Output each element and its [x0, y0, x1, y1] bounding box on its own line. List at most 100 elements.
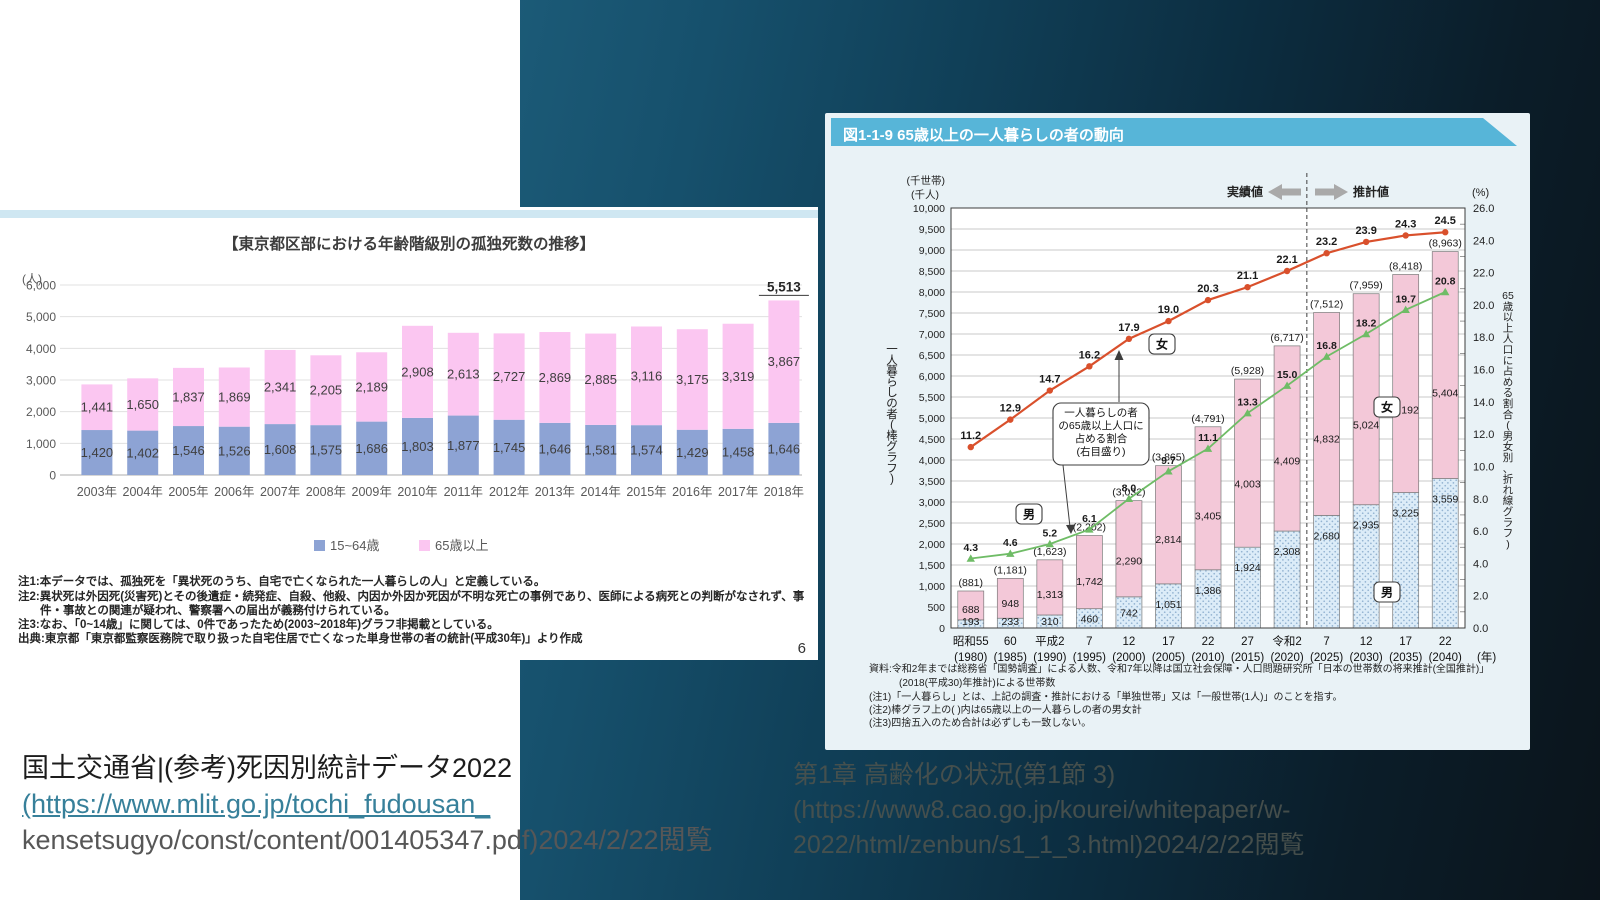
- bar-segment-female: [957, 590, 985, 621]
- bar-value-label: 2,869: [539, 370, 572, 385]
- right-axis-unit: (%): [1472, 187, 1489, 199]
- bar-segment-female: [1234, 378, 1261, 548]
- line-value-label: 16.8: [1316, 340, 1337, 352]
- bar-segment-15-64: [310, 425, 342, 475]
- bar-value-label: 1,608: [264, 442, 297, 457]
- y-tick-label: 26.0: [1473, 203, 1494, 215]
- y-tick-label: 5,500: [919, 392, 945, 404]
- y-tick-label: 2,000: [26, 405, 56, 419]
- citation-right-url: (https://www8.cao.go.jp/kourei/whitepape…: [793, 796, 1291, 824]
- bar-value-label: 2,613: [447, 367, 480, 382]
- y-tick-label: 8.0: [1473, 494, 1488, 506]
- y-tick-label: 12.0: [1473, 429, 1494, 441]
- y-tick-label: 2.0: [1473, 591, 1488, 603]
- svg-text:男: 男: [1503, 430, 1514, 442]
- bar-value-label: 2,189: [355, 379, 388, 394]
- line-value-label: 15.0: [1277, 369, 1298, 381]
- bar-value-label: 1,869: [218, 390, 251, 405]
- x-tick-era: 60: [1004, 636, 1017, 648]
- gender-label-box: 男: [1015, 503, 1043, 525]
- svg-text:): ): [890, 474, 894, 486]
- svg-text:棒: 棒: [886, 428, 898, 442]
- page-number: 6: [797, 640, 806, 657]
- bar-segment-male: [1234, 546, 1261, 629]
- bar-value-label: 1,646: [768, 441, 801, 456]
- x-tick-year: (2015): [1231, 652, 1264, 664]
- left-axis-unit: (千人): [911, 189, 939, 201]
- line-value-label: 4.3: [963, 542, 978, 554]
- y-tick-label: 7,000: [919, 329, 945, 341]
- tokyo-lonely-death-chart-panel: 【東京都区部における年齢階級別の孤独死数の推移】 (人) 0 1,000 2,000 3,…: [0, 207, 818, 660]
- svg-text:男: 男: [1381, 586, 1393, 600]
- svg-text:れ: れ: [1503, 484, 1514, 496]
- bar-value-label: 4,832: [1313, 433, 1339, 445]
- svg-text:女: 女: [1503, 440, 1514, 453]
- triangle-marker-icon: [1203, 444, 1213, 452]
- svg-text:る: る: [1503, 387, 1514, 399]
- x-tick-label: 2005年: [168, 485, 208, 499]
- left-axis-unit: (千世帯): [907, 174, 946, 187]
- bar-segment-65plus: [218, 367, 250, 427]
- triangle-marker-icon: [1243, 408, 1252, 417]
- x-tick-era: 12: [1360, 636, 1373, 648]
- bar-value-label: 1,745: [493, 440, 526, 455]
- y-tick-label: 24.0: [1473, 235, 1494, 247]
- y-tick-label: 6.0: [1473, 526, 1488, 538]
- svg-text:一: 一: [886, 344, 898, 356]
- svg-text:合: 合: [1503, 408, 1514, 421]
- bar-value-label: 2,727: [493, 369, 526, 384]
- circle-marker-icon: [1204, 296, 1212, 304]
- svg-text:ら: ら: [886, 375, 898, 388]
- y-tick-label: 9,500: [919, 224, 945, 236]
- bar-segment-15-64: [264, 424, 296, 475]
- bar-value-label: 1,803: [401, 439, 434, 454]
- x-tick-year: (2025): [1310, 652, 1343, 664]
- bar-value-label: 1,386: [1195, 585, 1221, 597]
- bar-total-label: (8,963): [1429, 238, 1462, 250]
- triangle-marker-icon: [1401, 305, 1410, 313]
- gender-label-box: 女: [1148, 333, 1176, 355]
- line-value-label: 16.2: [1079, 349, 1100, 361]
- y-tick-label: 0.0: [1473, 623, 1488, 635]
- svg-text:グ: グ: [1503, 505, 1514, 518]
- bar-segment-65plus: [631, 326, 662, 426]
- left-axis-ticks: 0 500 1,000 1,500 2,000 2,500 3,000 3,500 4,000 4…: [913, 203, 945, 635]
- bar-segment-65plus: [722, 323, 754, 429]
- y-tick-label: 16.0: [1473, 365, 1494, 377]
- triangle-marker-icon: [1441, 287, 1450, 296]
- triangle-marker-icon: [1006, 549, 1015, 557]
- line-value-label: 4.6: [1003, 537, 1018, 549]
- arrow-left-icon: [1268, 184, 1301, 200]
- x-tick-label: 2003年: [77, 485, 117, 499]
- svg-text:ラ: ラ: [886, 452, 898, 464]
- line-female: 11.2 12.9 14.7 16.2 17.9 19.0 20.3 21.1 22.1 23.2…: [960, 215, 1456, 451]
- bar-segment-65plus: [127, 378, 159, 431]
- y-axis-unit: (人): [22, 272, 42, 286]
- bar-segment-15-64: [447, 415, 479, 475]
- svg-text:一人暮らしの者: 一人暮らしの者: [1064, 406, 1138, 419]
- triangle-marker-icon: [1282, 381, 1292, 389]
- x-tick-era: 7: [1323, 636, 1329, 648]
- y-tick-label: 3,000: [919, 497, 945, 509]
- bar-value-label: 1,877: [447, 438, 480, 453]
- bar-value-label: 3,116: [631, 368, 663, 383]
- y-tick-label: 18.0: [1473, 332, 1494, 344]
- bar-value-label: 3,867: [768, 354, 801, 369]
- bar-value-label: 1,650: [126, 397, 159, 412]
- x-tick-era: 平成2: [1035, 635, 1064, 648]
- x-tick-era: 12: [1123, 636, 1136, 648]
- circle-marker-icon: [1283, 267, 1291, 275]
- note-line: 件・事故との関連が疑われ、警察署への届出が義務付けられている。: [40, 603, 396, 617]
- svg-text:65: 65: [1502, 290, 1514, 302]
- y-tick-label: 6,000: [919, 371, 945, 383]
- bar-value-label: 3,319: [722, 369, 755, 384]
- x-tick-year: (2005): [1152, 652, 1185, 664]
- svg-text:折: 折: [1503, 473, 1514, 486]
- citation-left-url-link[interactable]: (https://www.mlit.go.jp/tochi_fudousan_: [22, 789, 491, 819]
- chart-title-band: [831, 118, 1517, 146]
- bar-value-label: 1,429: [676, 445, 709, 460]
- triangle-marker-icon: [1124, 494, 1134, 502]
- bar-segment-15-64: [356, 421, 388, 475]
